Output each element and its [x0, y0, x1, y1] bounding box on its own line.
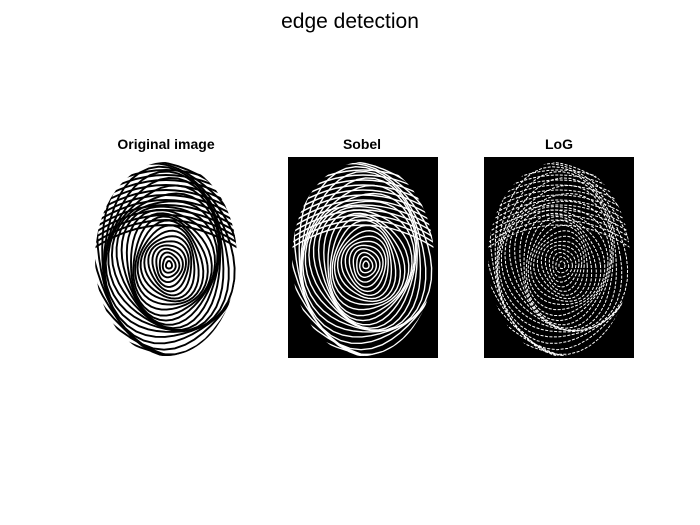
log-edge-image — [484, 157, 634, 358]
sobel-image-panel — [288, 157, 438, 358]
original-fingerprint-image — [95, 162, 237, 356]
original-image-panel — [91, 157, 241, 358]
panel-title-sobel: Sobel — [342, 136, 382, 152]
sobel-edge-image — [288, 157, 438, 358]
panel-title-log: LoG — [545, 136, 573, 152]
panel-title-original: Original image — [117, 136, 215, 152]
figure-title: edge detection — [281, 10, 419, 33]
log-image-panel — [484, 157, 634, 358]
